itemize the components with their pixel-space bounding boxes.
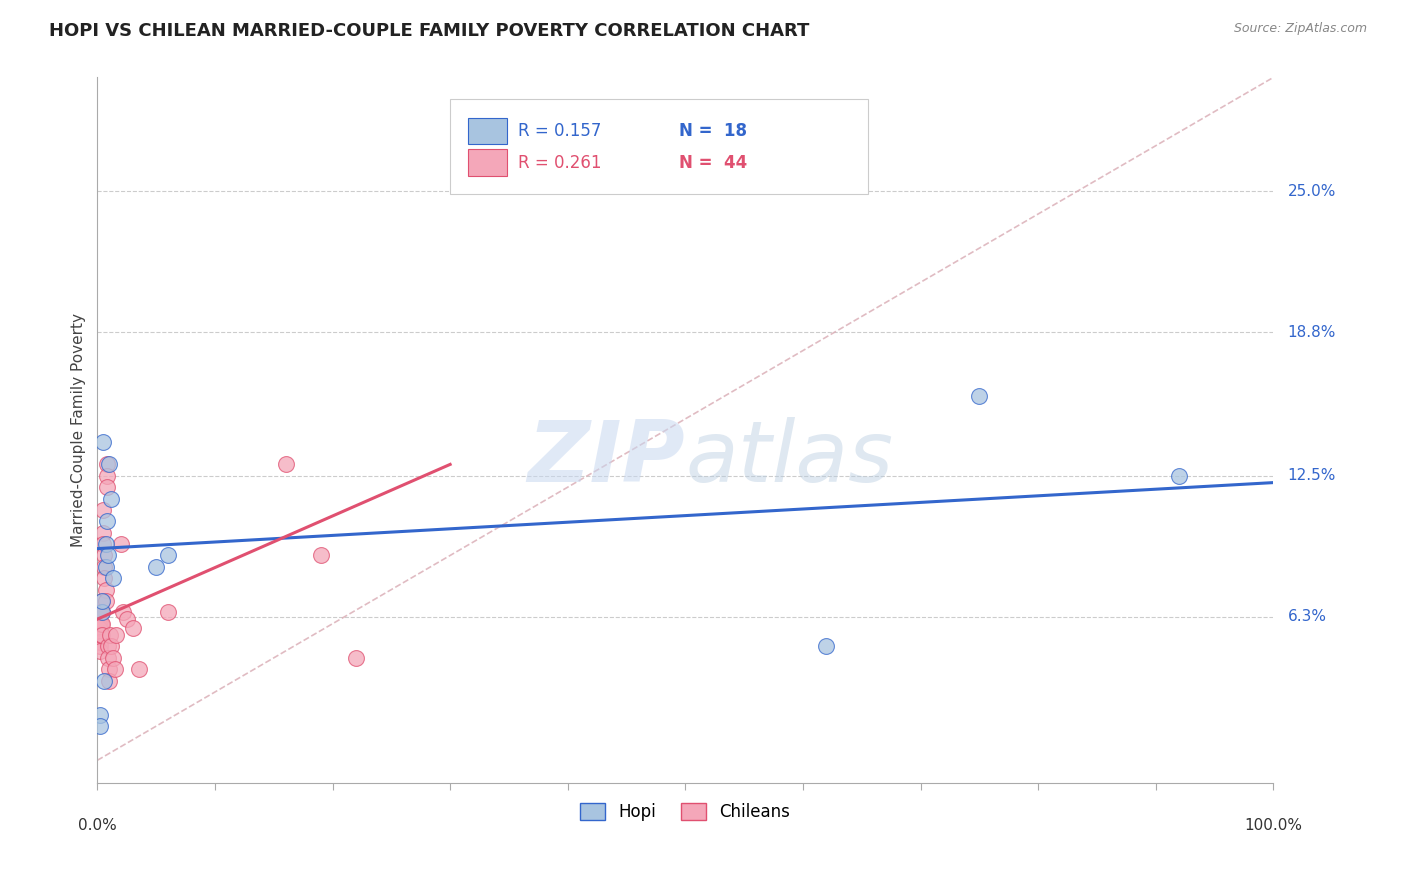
Point: [97, 651, 120, 665]
Point: [91, 537, 114, 551]
Point: [91, 594, 114, 608]
Point: [1168, 468, 1191, 483]
Point: [89, 640, 111, 654]
Bar: [468, 150, 506, 177]
Point: [101, 571, 124, 585]
Point: [91, 605, 114, 619]
Point: [97, 549, 120, 563]
Point: [101, 651, 124, 665]
Point: [91, 605, 114, 619]
Point: [89, 719, 111, 733]
Point: [100, 491, 122, 506]
Text: N =  44: N = 44: [679, 153, 748, 172]
Point: [89, 644, 111, 658]
Point: [156, 549, 179, 563]
Point: [89, 707, 111, 722]
Bar: [468, 118, 506, 145]
Point: [94, 594, 117, 608]
Text: HOPI VS CHILEAN MARRIED-COUPLE FAMILY POVERTY CORRELATION CHART: HOPI VS CHILEAN MARRIED-COUPLE FAMILY PO…: [49, 22, 810, 40]
Point: [93, 571, 115, 585]
Point: [87, 616, 110, 631]
Point: [100, 640, 122, 654]
Point: [121, 621, 143, 635]
Point: [94, 559, 117, 574]
Point: [115, 612, 138, 626]
Text: 12.5%: 12.5%: [1288, 468, 1336, 483]
Point: [110, 537, 132, 551]
Text: R = 0.261: R = 0.261: [519, 153, 602, 172]
Point: [87, 621, 110, 635]
Point: [90, 605, 112, 619]
Point: [94, 582, 117, 597]
Point: [104, 662, 127, 676]
Text: N =  18: N = 18: [679, 122, 748, 140]
Point: [156, 605, 179, 619]
Point: [96, 458, 118, 472]
Point: [96, 480, 118, 494]
Point: [89, 628, 111, 642]
Point: [96, 468, 118, 483]
Point: [815, 640, 838, 654]
Point: [87, 605, 110, 619]
Point: [98, 662, 121, 676]
Point: [89, 635, 111, 649]
Text: 18.8%: 18.8%: [1288, 325, 1336, 340]
Point: [91, 434, 114, 449]
Legend: Hopi, Chileans: Hopi, Chileans: [574, 797, 797, 828]
FancyBboxPatch shape: [450, 99, 868, 194]
Text: 6.3%: 6.3%: [1288, 609, 1326, 624]
Point: [96, 514, 118, 528]
Point: [145, 559, 167, 574]
Point: [309, 549, 332, 563]
Point: [112, 605, 135, 619]
Text: 25.0%: 25.0%: [1288, 184, 1336, 199]
Point: [91, 525, 114, 540]
Text: 100.0%: 100.0%: [1244, 818, 1302, 833]
Text: atlas: atlas: [685, 417, 893, 500]
Point: [94, 537, 117, 551]
Point: [87, 612, 110, 626]
Point: [98, 673, 121, 688]
Point: [91, 628, 114, 642]
Text: 0.0%: 0.0%: [77, 818, 117, 833]
Point: [93, 559, 115, 574]
Text: R = 0.157: R = 0.157: [519, 122, 602, 140]
Point: [93, 673, 115, 688]
Point: [91, 616, 114, 631]
Point: [128, 662, 150, 676]
Point: [969, 389, 991, 403]
Point: [344, 651, 367, 665]
Y-axis label: Married-Couple Family Poverty: Married-Couple Family Poverty: [72, 313, 86, 548]
Point: [105, 628, 128, 642]
Point: [90, 628, 112, 642]
Point: [97, 640, 120, 654]
Point: [90, 616, 112, 631]
Point: [98, 458, 121, 472]
Point: [93, 549, 115, 563]
Text: Source: ZipAtlas.com: Source: ZipAtlas.com: [1233, 22, 1367, 36]
Point: [91, 594, 114, 608]
Point: [98, 628, 121, 642]
Text: ZIP: ZIP: [527, 417, 685, 500]
Point: [91, 503, 114, 517]
Point: [274, 458, 297, 472]
